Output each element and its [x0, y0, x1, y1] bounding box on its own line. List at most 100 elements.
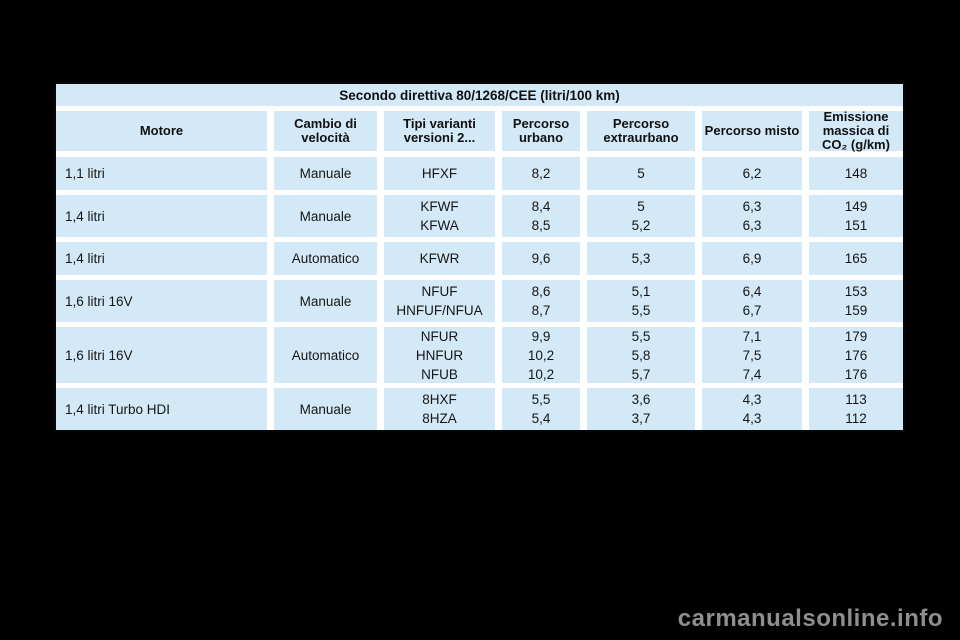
table-row: 1,4 litri Manuale KFWF KFWA 8,4 8,5 5 5,2 6,3 6,3…: [56, 195, 903, 237]
variant-code: HNFUF/NFUA: [396, 303, 483, 318]
urban-value: 8,5: [531, 218, 551, 233]
co2-value: 112: [845, 411, 867, 426]
cell-extraurbano: 5,1 5,5: [587, 280, 695, 322]
cell-misto: 6,3 6,3: [702, 195, 802, 237]
cell-motore: 1,1 litri: [56, 157, 267, 190]
cell-cambio: Manuale: [274, 157, 377, 190]
co2-value: 176: [844, 366, 868, 382]
cell-misto: 6,4 6,7: [702, 280, 802, 322]
mixed-value: 7,5: [742, 347, 762, 363]
co2-value: 151: [844, 218, 868, 233]
cell-tipi: KFWF KFWA: [384, 195, 495, 237]
co2-value: 153: [844, 284, 868, 299]
urban-value: 9,9: [531, 328, 551, 344]
extraurban-value: 5,1: [631, 284, 651, 299]
engine-label: 1,6 litri 16V: [65, 293, 133, 309]
column-header-urbano: Percorso urbano: [502, 111, 580, 151]
variant-code: HNFUR: [415, 347, 464, 363]
extraurban-value: 5: [637, 166, 645, 181]
variant-code: 8HZA: [422, 411, 457, 426]
mixed-value: 4,3: [742, 392, 762, 407]
variant-code: HFXF: [421, 166, 458, 181]
cell-extraurbano: 5,5 5,8 5,7: [587, 327, 695, 383]
cell-cambio: Manuale: [274, 195, 377, 237]
variant-code: KFWA: [420, 218, 459, 233]
cell-tipi: 8HXF 8HZA: [384, 388, 495, 430]
gearbox-label: Manuale: [299, 293, 352, 309]
cell-co2: 179 176 176: [809, 327, 903, 383]
column-header-tipi: Tipi varianti versioni 2...: [384, 111, 495, 151]
engine-label: 1,6 litri 16V: [65, 347, 133, 363]
table-header-row: Motore Cambio di velocità Tipi varianti …: [56, 110, 903, 152]
cell-extraurbano: 5: [587, 157, 695, 190]
cell-co2: 149 151: [809, 195, 903, 237]
cell-co2: 165: [809, 242, 903, 275]
variant-code: NFUB: [421, 366, 458, 382]
co2-value: 179: [844, 328, 868, 344]
mixed-value: 6,3: [742, 218, 762, 233]
table-row: 1,6 litri 16V Manuale NFUF HNFUF/NFUA 8,6 8,7…: [56, 280, 903, 322]
mixed-value: 6,2: [742, 166, 762, 181]
cell-misto: 6,9: [702, 242, 802, 275]
cell-tipi: NFUR HNFUR NFUB: [384, 327, 495, 383]
table-row: 1,1 litri Manuale HFXF 8,2 5 6,2 148: [56, 157, 903, 190]
cell-extraurbano: 5,3: [587, 242, 695, 275]
co2-value: 176: [844, 347, 868, 363]
extraurban-value: 5,3: [631, 251, 651, 266]
urban-value: 8,7: [531, 303, 551, 318]
watermark: carmanualsonline.info: [677, 605, 943, 632]
urban-value: 5,4: [531, 411, 551, 426]
column-header-extraurbano: Percorso extraurbano: [587, 111, 695, 151]
engine-label: 1,4 litri: [65, 208, 105, 224]
cell-cambio: Automatico: [274, 242, 377, 275]
urban-value: 10,2: [527, 366, 555, 382]
cell-motore: 1,6 litri 16V: [56, 327, 267, 383]
cell-misto: 4,3 4,3: [702, 388, 802, 430]
co2-value: 148: [844, 166, 868, 181]
cell-urbano: 9,6: [502, 242, 580, 275]
urban-value: 8,6: [531, 284, 551, 299]
mixed-value: 6,4: [742, 284, 762, 299]
cell-co2: 113 112: [809, 388, 903, 430]
mixed-value: 7,1: [742, 328, 762, 344]
cell-tipi: NFUF HNFUF/NFUA: [384, 280, 495, 322]
cell-motore: 1,4 litri: [56, 242, 267, 275]
table-title: Secondo direttiva 80/1268/CEE (litri/100…: [56, 84, 903, 106]
cell-motore: 1,6 litri 16V: [56, 280, 267, 322]
cell-urbano: 8,2: [502, 157, 580, 190]
cell-urbano: 8,6 8,7: [502, 280, 580, 322]
co2-value: 165: [844, 251, 868, 266]
cell-co2: 148: [809, 157, 903, 190]
extraurban-value: 5,7: [631, 366, 651, 382]
urban-value: 9,6: [531, 251, 551, 266]
urban-value: 5,5: [531, 392, 551, 407]
extraurban-value: 3,6: [631, 392, 651, 407]
mixed-value: 4,3: [742, 411, 762, 426]
extraurban-value: 5,8: [631, 347, 651, 363]
gearbox-label: Manuale: [299, 166, 352, 181]
co2-value: 149: [844, 199, 868, 214]
column-header-motore: Motore: [56, 111, 267, 151]
engine-label: 1,4 litri Turbo HDI: [65, 401, 171, 417]
gearbox-label: Automatico: [291, 347, 360, 363]
co2-value: 159: [844, 303, 868, 318]
cell-extraurbano: 5 5,2: [587, 195, 695, 237]
table-row: 1,6 litri 16V Automatico NFUR HNFUR NFUB 9,9 1…: [56, 327, 903, 383]
extraurban-value: 5: [637, 199, 645, 214]
urban-value: 8,2: [531, 166, 551, 181]
cell-misto: 7,1 7,5 7,4: [702, 327, 802, 383]
gearbox-label: Automatico: [291, 251, 360, 266]
variant-code: NFUR: [420, 328, 459, 344]
variant-code: KFWF: [420, 199, 459, 214]
table-row: 1,4 litri Turbo HDI Manuale 8HXF 8HZA 5,5 5,4…: [56, 388, 903, 430]
cell-misto: 6,2: [702, 157, 802, 190]
co2-value: 113: [845, 392, 867, 407]
cell-co2: 153 159: [809, 280, 903, 322]
column-header-emissione: Emissione massica di CO₂ (g/km): [809, 110, 903, 152]
engine-label: 1,4 litri: [65, 251, 105, 266]
cell-tipi: KFWR: [384, 242, 495, 275]
cell-motore: 1,4 litri Turbo HDI: [56, 388, 267, 430]
table-row: 1,4 litri Automatico KFWR 9,6 5,3 6,9 165: [56, 242, 903, 275]
fuel-consumption-table: Secondo direttiva 80/1268/CEE (litri/100…: [54, 82, 905, 432]
